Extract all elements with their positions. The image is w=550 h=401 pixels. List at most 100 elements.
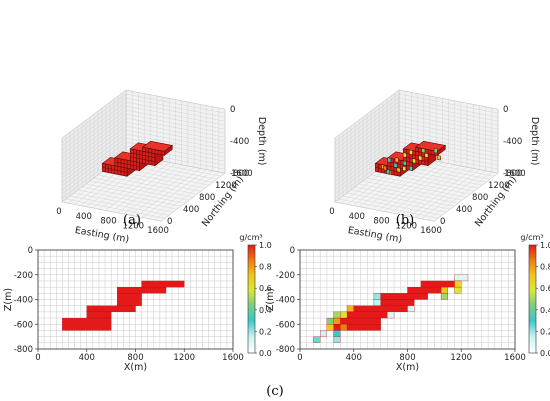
density-cell (333, 317, 341, 325)
northing-tick-label: 800 (472, 193, 488, 203)
left-grid-line (334, 121, 400, 171)
northing-tick-label: 400 (456, 205, 472, 215)
easting-tick-label: 1600 (420, 226, 442, 236)
back-grid-line (125, 121, 226, 142)
floor-grid-line (396, 165, 462, 215)
density-cell (313, 336, 321, 343)
left-grid-line (334, 89, 400, 139)
y-tick-label: -400 (14, 296, 33, 306)
northing-tick-label: 1600 (231, 169, 253, 179)
left-grid-line (61, 121, 127, 171)
y-tick-label: 0 (290, 246, 295, 256)
left-grid-line (334, 97, 400, 147)
density-cell (353, 305, 408, 313)
low-density-voxel (403, 152, 407, 158)
density-cell (440, 293, 448, 300)
back-grid-line (125, 129, 226, 150)
floor-grid-line (136, 168, 201, 217)
floor-grid-line (409, 168, 474, 217)
left-grid-line (334, 129, 400, 179)
back-grid-line (125, 117, 226, 138)
left-grid-line (61, 129, 127, 179)
colorbar-tick-label: 0.2 (540, 327, 550, 336)
low-density-voxel (412, 158, 416, 164)
floor-grid-line (415, 169, 480, 218)
back-grid-line (125, 105, 226, 126)
left-grid-line (334, 93, 400, 143)
northing-tick-label: 0 (440, 217, 445, 227)
easting-tick-label: 400 (76, 212, 92, 222)
y-tick-label: -400 (276, 296, 295, 306)
y-axis-label: Z(m) (265, 288, 276, 311)
density-cell (407, 286, 442, 294)
back-grid-line (398, 93, 499, 114)
density-cell (117, 286, 167, 294)
back-grid-line (125, 109, 226, 130)
density-cell (454, 286, 462, 294)
back-grid-line (398, 101, 499, 122)
back-grid-line (125, 113, 226, 134)
easting-tick-label: 0 (56, 207, 61, 217)
edge-voxel (386, 169, 390, 175)
voxel-edge (403, 152, 429, 158)
y-tick-label: -800 (14, 345, 33, 355)
floor-grid-line (148, 170, 213, 219)
colorbar-tick-label: 1.0 (259, 241, 272, 250)
floor-grid-line (129, 167, 195, 216)
back-grid-line (398, 133, 499, 154)
density-cell (333, 324, 341, 331)
colorbar-tick-label: 0.0 (259, 349, 272, 358)
left-grid-line (334, 113, 400, 163)
x-tick-label: 1200 (450, 353, 472, 363)
x-tick-label: 800 (127, 353, 143, 363)
northing-tick-label: 1600 (504, 169, 526, 179)
colorbar (247, 244, 256, 354)
left-grid-line (334, 125, 400, 175)
floor-grid-line (117, 164, 182, 213)
back-grid-line (398, 137, 499, 158)
panel-b-3d-inversion-model: 0 400 800 1200 16004008001200160000-400-800E… (329, 89, 540, 245)
floor-grid-line (93, 177, 194, 198)
back-grid-line (398, 117, 499, 138)
density-cell (340, 317, 381, 325)
left-grid-line (334, 141, 400, 191)
y-axis-label: Z(m) (3, 288, 14, 311)
colorbar-unit-label: g/cm³ (239, 233, 262, 242)
density-cell (333, 336, 341, 343)
colorbar-tick-label: 0.8 (259, 263, 272, 272)
colorbar (528, 244, 537, 354)
left-grid-line (61, 101, 127, 151)
x-tick-label: 0 (35, 353, 40, 363)
left-grid-line (334, 133, 400, 183)
left-grid-line (61, 145, 127, 195)
back-grid-line (125, 133, 226, 154)
easting-tick-label: 1200 (122, 221, 144, 231)
floor-grid-line (142, 169, 207, 218)
northing-tick-label: 1200 (215, 181, 237, 191)
back-grid-line (398, 97, 499, 118)
depth-tick-label: -800 (230, 169, 249, 179)
edge-voxel (394, 157, 399, 163)
y-tick-label: -200 (276, 271, 295, 281)
floor-grid-line (370, 174, 471, 195)
easting-tick-label: 800 (373, 217, 389, 227)
low-density-voxel (418, 155, 423, 161)
left-grid-line (334, 109, 400, 159)
floor-grid-line (374, 171, 475, 192)
back-grid-line (125, 93, 226, 114)
northing-tick-label: 800 (199, 193, 215, 203)
floor-grid-line (160, 173, 226, 222)
edge-voxel (433, 148, 438, 154)
easting-tick-label: 1600 (147, 226, 169, 236)
density-cell (86, 305, 136, 313)
x-axis-label: X(m) (124, 362, 147, 373)
colorbar-tick-label: 0.8 (540, 263, 550, 272)
colorbar-tick-label: 0.6 (540, 284, 550, 293)
density-cell (346, 324, 381, 331)
back-grid-line (398, 109, 499, 130)
density-cell (346, 305, 354, 313)
left-grid-line (61, 113, 127, 163)
left-grid-line (61, 93, 127, 143)
colorbar-tick-label: 0.2 (259, 327, 272, 336)
